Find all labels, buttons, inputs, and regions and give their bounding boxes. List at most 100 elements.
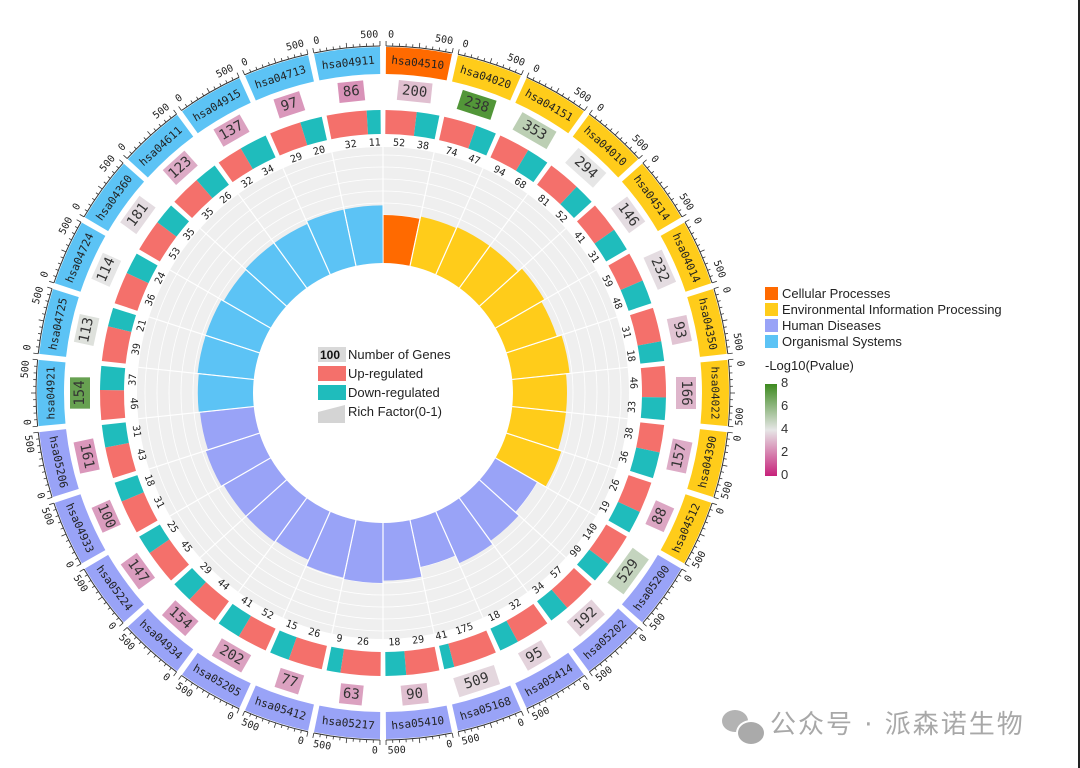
- axis-tick: [629, 146, 633, 150]
- up-count-label: 39: [130, 342, 143, 356]
- rich-factor-bar: [495, 433, 562, 487]
- axis-label-zero: 0: [116, 142, 128, 154]
- axis-tick: [97, 596, 103, 601]
- axis-tick: [671, 197, 675, 201]
- axis-tick: [88, 580, 92, 583]
- axis-tick: [42, 313, 46, 315]
- gene-count-label: 238: [462, 93, 491, 116]
- axis-tick: [681, 568, 687, 572]
- up-count-label: 38: [623, 427, 636, 441]
- rich-factor-bar: [506, 406, 566, 450]
- rich-factor-bar: [495, 302, 557, 353]
- axis-tick: [599, 663, 603, 667]
- axis-label-max: 500: [151, 102, 172, 122]
- axis-tick: [659, 181, 663, 185]
- gene-count-box: [607, 547, 649, 595]
- gene-count-box: [400, 683, 429, 706]
- axis-label-zero: 0: [20, 419, 31, 426]
- axis-tick: [707, 268, 711, 271]
- axis-label-max: 500: [572, 86, 593, 105]
- up-regulated-bar: [288, 637, 327, 670]
- gene-count-label: 113: [76, 316, 97, 344]
- axis-label-max: 500: [116, 632, 136, 653]
- axis-tick: [594, 667, 597, 671]
- axis-tick: [496, 62, 498, 66]
- sector-band-hsa05224: [84, 554, 145, 623]
- sector-band-hsa04713: [245, 55, 314, 101]
- down-regulated-bar: [157, 205, 190, 237]
- sector-axis: [642, 568, 683, 624]
- axis-tick: [138, 641, 142, 645]
- axis-tick: [261, 64, 264, 68]
- down-regulated-bar: [101, 422, 129, 448]
- axis-tick: [599, 119, 603, 123]
- up-regulated-bar: [640, 365, 666, 398]
- up-count-label: 31: [619, 325, 633, 339]
- axis-tick: [713, 496, 719, 500]
- axis-label-max: 500: [388, 745, 406, 757]
- down-count-label: 48: [609, 296, 624, 311]
- sector-band-hsa04934: [127, 608, 194, 672]
- axis-tick: [55, 515, 59, 518]
- axis-label-max: 500: [734, 407, 746, 426]
- axis-tick: [231, 705, 234, 709]
- axis-tick: [629, 636, 633, 640]
- sector-divider: [495, 457, 597, 517]
- axis-tick: [674, 203, 678, 206]
- gene-count-label: 200: [401, 82, 428, 101]
- gene-count-label: 166: [678, 380, 694, 405]
- axis-tick: [609, 128, 613, 131]
- axis-tick: [129, 632, 132, 635]
- axis-tick: [111, 612, 115, 615]
- axis-tick: [242, 711, 246, 716]
- axis-tick: [79, 214, 85, 218]
- down-regulated-bar: [608, 501, 640, 533]
- sector-band-hsa04911: [314, 47, 381, 81]
- sector-axis: [53, 502, 82, 565]
- axis-tick: [483, 724, 486, 729]
- axis-tick: [705, 262, 709, 265]
- axis-tick: [231, 77, 234, 81]
- watermark-text: 公众号 · 派森诺生物: [770, 710, 1025, 740]
- sector-axis: [457, 53, 522, 76]
- gene-count-box: [645, 500, 675, 533]
- sector-axis: [83, 568, 124, 624]
- up-regulated-bar: [490, 135, 529, 171]
- axis-tick: [300, 52, 302, 56]
- up-count-label: 36: [144, 293, 159, 308]
- up-regulated-bar: [340, 649, 381, 676]
- axis-tick: [715, 293, 719, 296]
- legend-swatch-human-diseases: [765, 319, 778, 332]
- axis-label-zero: 0: [516, 717, 526, 729]
- sector-divider: [199, 227, 287, 307]
- down-count-label: 41: [239, 595, 255, 611]
- axis-tick: [719, 477, 723, 480]
- axis-tick: [561, 93, 565, 97]
- up-count-label: 31: [151, 495, 166, 511]
- axis-tick: [584, 675, 588, 680]
- axis-tick: [418, 42, 421, 48]
- sector-axis: [713, 288, 729, 354]
- down-regulated-bar: [620, 280, 652, 311]
- rich-factor-bar: [205, 433, 271, 486]
- axis-tick: [715, 490, 719, 493]
- sector-label-hsa04022: hsa04022: [709, 367, 722, 420]
- axis-tick: [236, 72, 240, 78]
- up-regulated-bar: [439, 116, 477, 149]
- axis-tick: [457, 731, 460, 737]
- axis-label-max: 500: [31, 285, 47, 305]
- axis-tick: [717, 484, 721, 486]
- axis-label-max: 500: [711, 259, 728, 280]
- sector-band-hsa05206: [39, 429, 79, 498]
- axis-label-zero: 0: [734, 360, 745, 367]
- up-regulated-bar: [174, 180, 213, 219]
- rich-factor-bar: [459, 246, 518, 306]
- sector-band-hsa04933: [54, 494, 106, 564]
- axis-tick: [604, 659, 608, 663]
- up-count-label: 26: [307, 626, 322, 640]
- axis-tick: [39, 326, 43, 328]
- axis-tick: [184, 679, 188, 683]
- sector-divider: [237, 193, 308, 289]
- axis-tick: [702, 256, 706, 259]
